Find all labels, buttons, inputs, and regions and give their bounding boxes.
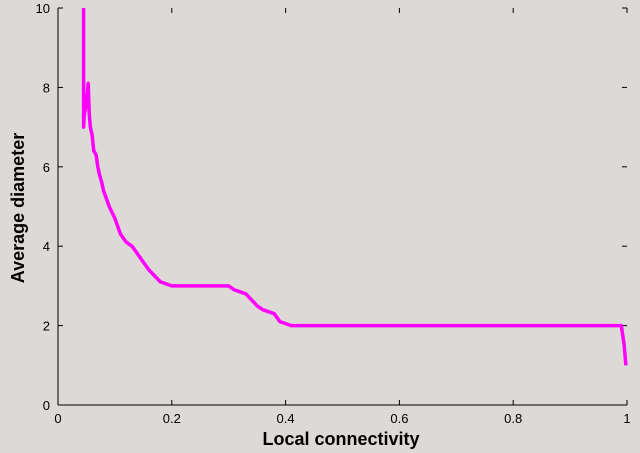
y-axis-label: Average diameter [8, 133, 28, 283]
y-tick-label: 10 [36, 1, 50, 16]
x-tick-label: 1 [623, 411, 630, 426]
y-tick-label: 2 [43, 319, 50, 334]
x-tick-label: 0.8 [504, 411, 522, 426]
x-tick-label: 0.4 [277, 411, 295, 426]
y-tick-label: 6 [43, 160, 50, 175]
y-tick-label: 8 [43, 80, 50, 95]
y-tick-label: 4 [43, 239, 50, 254]
x-tick-label: 0 [54, 411, 61, 426]
series-line [81, 8, 628, 366]
x-axis-label: Local connectivity [262, 429, 419, 449]
y-tick-label: 0 [43, 398, 50, 413]
x-tick-label: 0.6 [390, 411, 408, 426]
x-tick-label: 0.2 [163, 411, 181, 426]
axes-frame [57, 8, 627, 406]
plot-area [58, 8, 627, 405]
